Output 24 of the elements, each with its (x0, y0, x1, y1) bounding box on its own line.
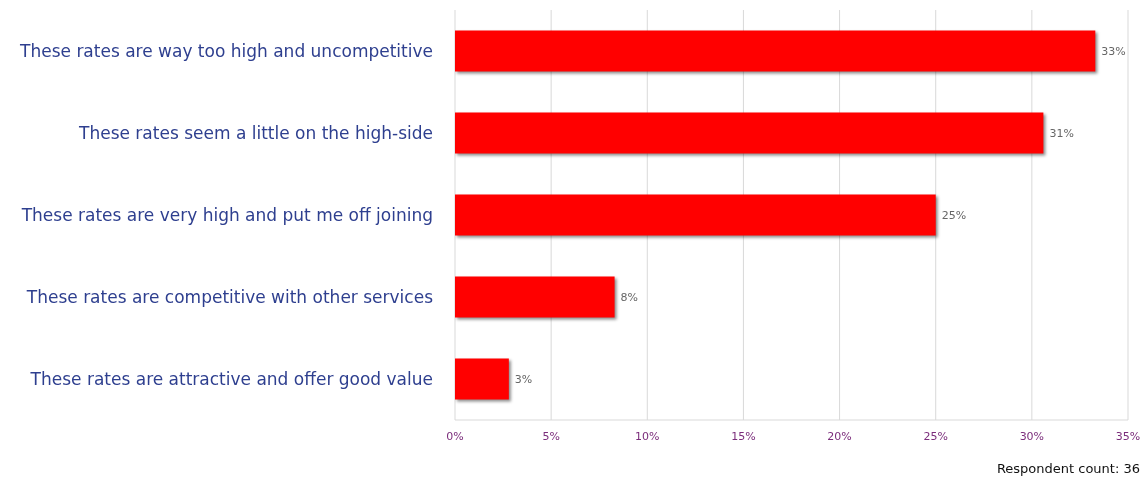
data-label: 8% (620, 290, 639, 304)
bar (455, 30, 1096, 72)
x-tick-label: 30% (1019, 430, 1045, 443)
x-tick-label: 25% (923, 430, 948, 443)
data-label: 31% (1049, 126, 1074, 140)
bar (455, 112, 1044, 154)
x-tick-label: 20% (827, 430, 852, 443)
x-tick-label: 5% (542, 430, 560, 443)
x-tick-label: 0% (446, 430, 464, 443)
bar (455, 194, 936, 236)
bar (455, 276, 615, 318)
x-tick-label: 10% (635, 430, 660, 443)
data-label: 33% (1101, 44, 1126, 58)
data-label: 25% (941, 208, 967, 222)
x-tick-label: 35% (1115, 430, 1141, 443)
y-tick-label: These rates are way too high and uncompetitive (19, 40, 433, 61)
y-tick-label: These rates are competitive with other services (25, 286, 434, 307)
y-tick-label: These rates are attractive and offer good value (29, 368, 433, 389)
y-tick-label: These rates seem a little on the high-side (78, 122, 433, 143)
bar (455, 358, 509, 400)
text: Respondent count: 36 (996, 461, 1140, 476)
data-label: 3% (514, 372, 533, 386)
x-tick-label: 15% (731, 430, 756, 443)
y-tick-label: These rates are very high and put me off joining (20, 204, 433, 225)
